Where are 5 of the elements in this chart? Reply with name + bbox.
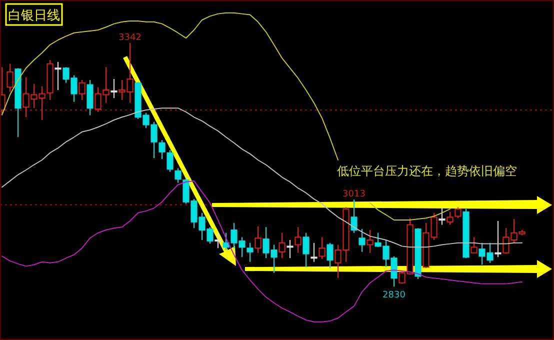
annotation: 2830 — [382, 290, 406, 301]
annotation: 3342 — [118, 32, 142, 43]
annotation: 3013 — [342, 190, 366, 200]
annotation: 低位平台压力还在，趋势依旧偏空 — [337, 164, 517, 178]
text: 白银日线 — [8, 8, 60, 24]
